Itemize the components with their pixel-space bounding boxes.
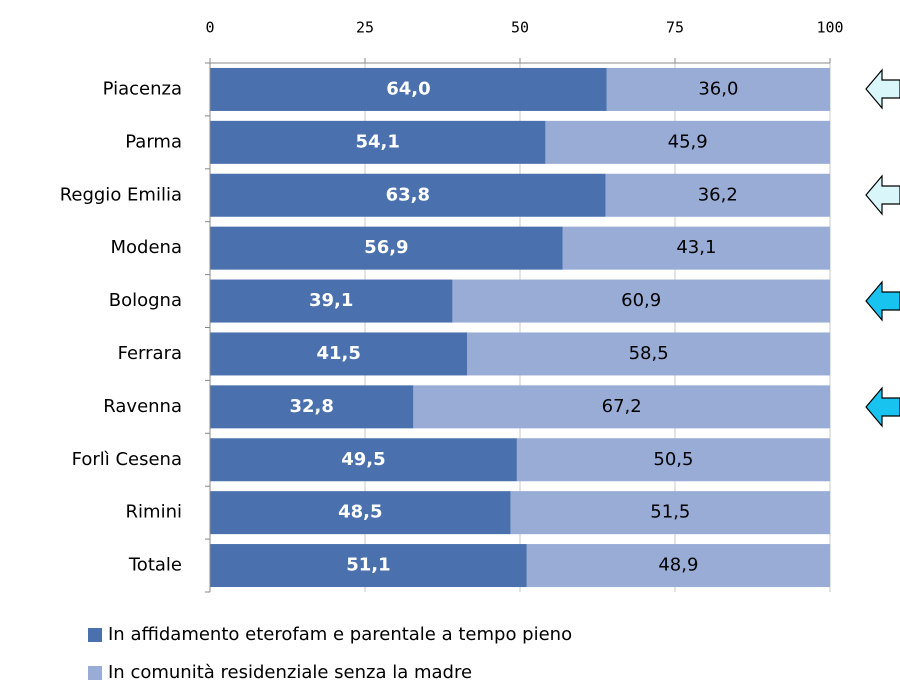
- bar-segment: [606, 67, 830, 111]
- bar-segment: [210, 385, 414, 429]
- bar-segment: [452, 279, 830, 323]
- x-tick-label: 25: [356, 19, 374, 37]
- data-label: 51,5: [650, 502, 690, 523]
- data-label: 48,5: [338, 502, 382, 523]
- bar-segment: [605, 173, 830, 217]
- data-label: 49,5: [341, 449, 385, 470]
- arrows: [865, 68, 900, 428]
- bar-segment: [210, 438, 517, 482]
- bar-segment: [562, 226, 830, 270]
- data-label: 43,1: [676, 237, 716, 258]
- bar-segment: [210, 491, 511, 535]
- data-label: 54,1: [355, 131, 399, 152]
- y-tick-label: Reggio Emilia: [60, 184, 182, 205]
- data-label: 48,9: [658, 555, 698, 576]
- legend-label: In affidamento eterofam e parentale a te…: [108, 624, 572, 645]
- legend-swatch: [88, 666, 102, 680]
- y-tick-label: Ravenna: [103, 396, 182, 417]
- y-tick-label: Forlì Cesena: [72, 449, 182, 470]
- data-label: 50,5: [653, 449, 693, 470]
- bar-segment: [510, 491, 830, 535]
- bar-segment: [210, 544, 527, 588]
- arrow: [865, 386, 900, 428]
- bar-segment: [210, 173, 606, 217]
- x-tick-label: 0: [205, 19, 214, 37]
- x-tick-label: 100: [816, 19, 843, 37]
- data-label: 60,9: [621, 290, 661, 311]
- bar-segment: [516, 438, 830, 482]
- bar-segment: [413, 385, 830, 429]
- data-label: 64,0: [386, 78, 430, 99]
- y-tick-label: Totale: [128, 555, 182, 576]
- y-tick-label: Rimini: [126, 502, 182, 523]
- bar-segment: [210, 332, 468, 376]
- bar-segment: [210, 279, 453, 323]
- bar-segment: [545, 120, 830, 164]
- data-label: 32,8: [289, 396, 333, 417]
- data-label: 63,8: [386, 184, 430, 205]
- y-tick-label: Ferrara: [118, 343, 182, 364]
- y-tick-label: Bologna: [109, 290, 182, 311]
- y-tick-label: Parma: [125, 131, 182, 152]
- y-tick-label: Modena: [111, 237, 182, 258]
- data-label: 41,5: [316, 343, 360, 364]
- bar-segment: [467, 332, 830, 376]
- arrow: [865, 174, 900, 216]
- bar-segment: [210, 67, 607, 111]
- data-label: 56,9: [364, 237, 408, 258]
- x-tick-label: 50: [511, 19, 529, 37]
- bar-segment: [210, 120, 546, 164]
- data-label: 39,1: [309, 290, 353, 311]
- x-tick-label: 75: [666, 19, 684, 37]
- legend-swatch: [88, 628, 102, 642]
- data-label: 58,5: [629, 343, 669, 364]
- bar-segment: [210, 226, 563, 270]
- legend-label: In comunità residenziale senza la madre: [108, 662, 472, 683]
- arrow: [865, 280, 900, 322]
- data-label: 45,9: [668, 131, 708, 152]
- data-label: 67,2: [602, 396, 642, 417]
- data-label: 51,1: [346, 555, 390, 576]
- arrow: [865, 68, 900, 110]
- bar-segment: [526, 544, 830, 588]
- data-label: 36,0: [698, 78, 738, 99]
- data-label: 36,2: [698, 184, 738, 205]
- y-tick-label: Piacenza: [103, 78, 182, 99]
